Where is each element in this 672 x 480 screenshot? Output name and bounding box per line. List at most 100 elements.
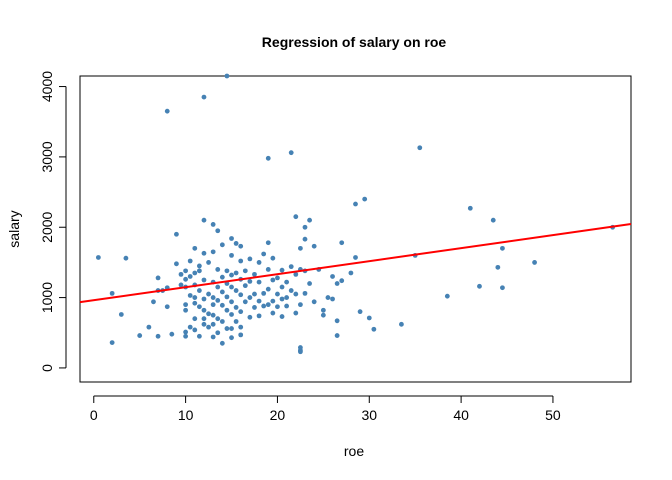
data-point: [229, 252, 234, 258]
data-point: [265, 155, 271, 161]
data-point: [399, 321, 404, 327]
data-point: [215, 228, 221, 234]
data-point: [109, 290, 115, 296]
data-point: [224, 294, 230, 300]
data-point: [192, 295, 198, 300]
data-point: [233, 305, 239, 310]
data-point: [224, 307, 230, 313]
data-point: [206, 260, 211, 265]
data-point: [187, 258, 193, 264]
y-tick-label: 2000: [39, 211, 55, 242]
data-point: [196, 263, 202, 269]
data-point: [183, 276, 189, 282]
data-point: [224, 326, 230, 331]
data-point: [215, 316, 221, 322]
data-point: [366, 315, 372, 321]
data-point: [201, 217, 207, 223]
data-point: [146, 324, 152, 330]
data-point: [192, 270, 198, 276]
data-point: [495, 264, 501, 270]
data-point: [183, 329, 189, 335]
data-point: [275, 304, 280, 310]
data-point: [444, 293, 450, 299]
data-point: [532, 260, 537, 265]
data-point: [210, 249, 216, 255]
data-point: [215, 298, 221, 303]
data-point: [279, 284, 285, 290]
data-point: [178, 282, 184, 288]
x-tick-label: 20: [270, 407, 286, 423]
data-point: [238, 324, 244, 330]
data-point: [288, 288, 294, 293]
data-point: [265, 286, 271, 292]
data-point: [201, 250, 207, 256]
data-point: [215, 284, 221, 290]
data-point: [238, 332, 244, 338]
y-tick-label: 4000: [39, 71, 55, 102]
data-point: [334, 333, 340, 338]
data-point: [307, 281, 312, 286]
data-point: [348, 270, 354, 276]
data-point: [293, 271, 299, 277]
data-point: [109, 340, 115, 346]
data-point: [247, 279, 253, 284]
data-point: [302, 290, 308, 296]
y-axis-label: salary: [6, 210, 22, 247]
data-points: [95, 73, 616, 355]
data-point: [196, 304, 202, 310]
data-point: [187, 293, 193, 298]
data-point: [224, 268, 230, 274]
data-point: [261, 290, 267, 296]
data-point: [201, 296, 207, 302]
data-point: [339, 240, 345, 246]
data-point: [192, 245, 198, 251]
data-point: [155, 333, 161, 339]
data-point: [233, 288, 239, 293]
y-tick-label: 0: [39, 364, 55, 372]
data-point: [178, 271, 184, 277]
data-point: [201, 94, 207, 100]
data-point: [229, 335, 234, 341]
data-point: [206, 291, 211, 297]
data-point: [247, 314, 253, 320]
x-axis-label: roe: [344, 443, 364, 459]
data-point: [307, 217, 312, 223]
data-point: [215, 330, 221, 336]
data-point: [238, 292, 244, 298]
data-point: [206, 324, 211, 330]
data-point: [219, 242, 225, 248]
data-point: [219, 340, 225, 346]
data-point: [219, 319, 225, 324]
data-point: [311, 243, 317, 249]
data-point: [284, 279, 290, 285]
data-point: [334, 281, 340, 286]
data-point: [201, 316, 207, 322]
data-point: [242, 299, 248, 305]
data-point: [256, 260, 262, 265]
data-point: [123, 255, 129, 261]
data-point: [279, 314, 285, 319]
data-point: [320, 307, 326, 313]
data-point: [196, 333, 202, 339]
data-point: [187, 324, 193, 330]
data-point: [183, 302, 189, 308]
data-point: [174, 231, 179, 237]
data-point: [155, 275, 161, 281]
data-point: [288, 264, 294, 270]
data-point: [330, 274, 335, 279]
data-point: [219, 274, 225, 280]
data-point: [265, 267, 271, 272]
chart-title: Regression of salary on roe: [262, 34, 447, 50]
data-point: [275, 291, 280, 297]
data-point: [330, 296, 335, 302]
data-point: [183, 268, 189, 274]
data-point: [270, 298, 276, 304]
data-point: [238, 243, 244, 249]
plot-frame: [79, 75, 632, 383]
data-point: [201, 321, 207, 327]
x-tick-label: 30: [361, 407, 377, 423]
data-point: [500, 245, 505, 251]
data-point: [210, 334, 216, 340]
data-point: [238, 258, 244, 264]
data-point: [302, 236, 308, 242]
